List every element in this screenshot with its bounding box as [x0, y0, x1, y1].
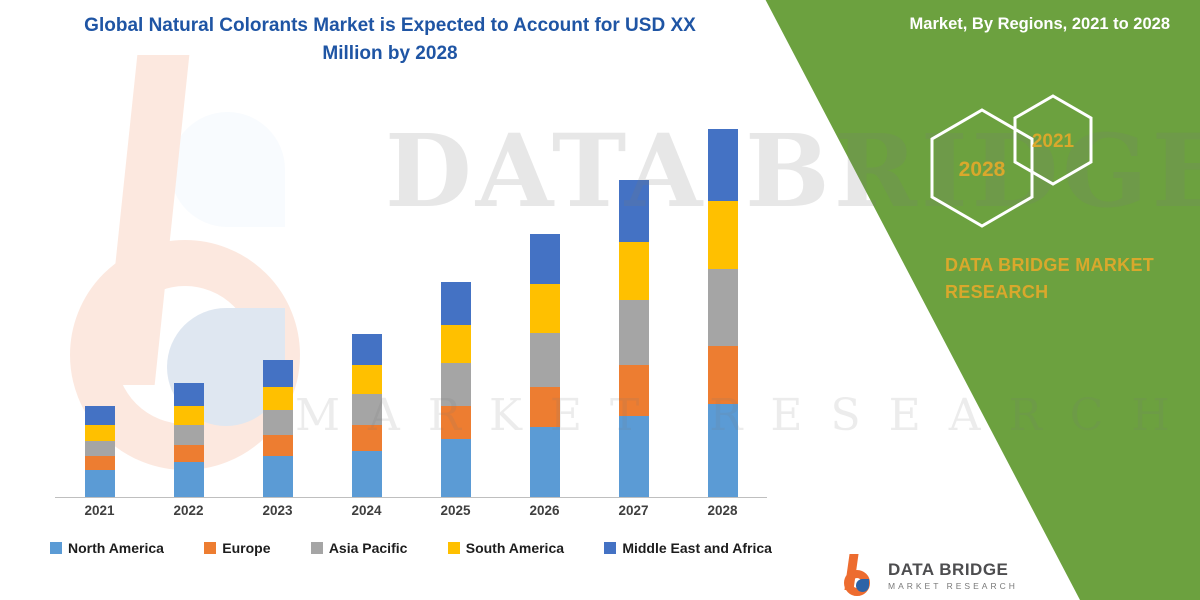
legend: North America Europe Asia Pacific South Ame… — [50, 540, 772, 556]
bar-column-2028 — [678, 110, 767, 497]
bar-segment-asia-pacific-2026 — [529, 332, 560, 387]
chart-title: Global Natural Colorants Market is Expec… — [84, 15, 696, 64]
bar-segment-asia-pacific-2023 — [262, 409, 293, 436]
data-bridge-logo-icon — [838, 554, 878, 598]
x-axis-label-2028: 2028 — [707, 503, 738, 518]
bar-segment-middle-east-and-africa-2022 — [173, 382, 204, 407]
bar-stack-2025 — [440, 282, 471, 497]
legend-swatch-europe — [204, 542, 217, 554]
bar-column-2023 — [233, 110, 322, 497]
bar-segment-south-america-2028 — [707, 200, 738, 269]
hexagon-2021-outline — [1013, 94, 1093, 186]
legend-label-north-america: North America — [68, 540, 164, 556]
bar-segment-north-america-2026 — [529, 427, 560, 497]
bar-segment-middle-east-and-africa-2028 — [707, 129, 738, 201]
bar-column-2022 — [144, 110, 233, 497]
bar-stack-2024 — [351, 334, 382, 497]
side-panel-brand: DATA BRIDGE MARKET RESEARCH — [945, 255, 1155, 302]
plot-area — [55, 110, 767, 498]
footer-logo-text: DATA BRIDGE MARKET RESEARCH — [888, 560, 1018, 591]
legend-label-middle-east-and-africa: Middle East and Africa — [622, 540, 772, 556]
legend-item-asia-pacific: Asia Pacific — [310, 540, 408, 556]
bar-column-2027 — [589, 110, 678, 497]
x-axis-label-2025: 2025 — [440, 503, 471, 518]
logo-lightblue-shape — [170, 112, 285, 227]
bar-segment-north-america-2021 — [84, 469, 115, 497]
bar-stack-2028 — [707, 129, 738, 497]
bar-stack-2022 — [173, 382, 204, 497]
hexagon-2021-label: 2021 — [1032, 131, 1075, 152]
bar-segment-middle-east-and-africa-2023 — [262, 359, 293, 387]
legend-label-south-america: South America — [465, 540, 565, 556]
bar-segment-north-america-2025 — [440, 438, 471, 497]
bar-segment-north-america-2022 — [173, 462, 204, 497]
bar-segment-asia-pacific-2025 — [440, 363, 471, 407]
x-axis-label-2021: 2021 — [84, 503, 115, 518]
bar-segment-asia-pacific-2027 — [618, 299, 649, 366]
bar-column-2026 — [500, 110, 589, 497]
bar-stack-2026 — [529, 233, 560, 497]
legend-item-south-america: South America — [447, 540, 565, 556]
legend-label-asia-pacific: Asia Pacific — [328, 540, 408, 556]
bar-segment-asia-pacific-2022 — [173, 425, 204, 445]
bar-segment-south-america-2025 — [440, 324, 471, 364]
bar-segment-europe-2027 — [618, 365, 649, 416]
bar-segment-south-america-2026 — [529, 284, 560, 333]
legend-item-north-america: North America — [50, 540, 164, 556]
bar-segment-north-america-2028 — [707, 404, 738, 497]
legend-swatch-north-america — [50, 542, 62, 554]
x-axis-label-2023: 2023 — [262, 503, 293, 518]
bar-segment-middle-east-and-africa-2024 — [351, 334, 382, 366]
bar-stack-2027 — [618, 179, 649, 497]
bar-segment-europe-2028 — [707, 346, 738, 405]
bar-column-2024 — [322, 110, 411, 497]
bar-segment-middle-east-and-africa-2027 — [618, 179, 649, 242]
bar-segment-north-america-2024 — [351, 450, 382, 497]
side-panel-heading: Market, By Regions, 2021 to 2028 — [909, 15, 1170, 33]
bar-segment-north-america-2023 — [262, 456, 293, 497]
bar-segment-asia-pacific-2028 — [707, 268, 738, 347]
bar-segment-south-america-2021 — [84, 425, 115, 441]
bar-segment-asia-pacific-2021 — [84, 440, 115, 457]
legend-swatch-asia-pacific — [310, 542, 323, 554]
x-axis-label-2022: 2022 — [173, 503, 204, 518]
bar-segment-europe-2023 — [262, 435, 293, 457]
bar-segment-south-america-2027 — [618, 241, 649, 300]
bar-segment-south-america-2023 — [262, 386, 293, 410]
chart-area: 2021 2022 2023 2024 2025 2026 2027 2028 — [45, 95, 780, 565]
bar-segment-europe-2026 — [529, 386, 560, 428]
hexagon-2028-label: 2028 — [959, 158, 1006, 181]
bar-segment-europe-2022 — [173, 444, 204, 463]
legend-item-europe: Europe — [204, 540, 271, 556]
footer-brand-subtitle: MARKET RESEARCH — [888, 580, 1018, 591]
footer-brand-name: DATA BRIDGE — [888, 560, 1009, 580]
bar-stack-2023 — [262, 359, 293, 497]
legend-label-europe: Europe — [222, 540, 271, 556]
bar-segment-europe-2021 — [84, 456, 115, 470]
legend-swatch-south-america — [447, 542, 460, 554]
bar-column-2025 — [411, 110, 500, 497]
legend-item-middle-east-and-africa: Middle East and Africa — [604, 540, 772, 556]
legend-swatch-middle-east-and-africa — [604, 542, 617, 554]
hexagon-2028-outline — [930, 108, 1034, 228]
hexagon-badges: 2028 2021 — [930, 94, 1093, 228]
footer-logo: DATA BRIDGE MARKET RESEARCH — [838, 554, 1018, 598]
bar-segment-europe-2025 — [440, 406, 471, 439]
bar-segment-south-america-2022 — [173, 406, 204, 426]
bar-segment-north-america-2027 — [618, 415, 649, 497]
bar-column-2021 — [55, 110, 144, 497]
bar-segment-asia-pacific-2024 — [351, 394, 382, 426]
logo-blue-shape — [856, 579, 869, 592]
bar-segment-middle-east-and-africa-2025 — [440, 282, 471, 325]
x-axis-label-2024: 2024 — [351, 503, 382, 518]
bar-stack-2021 — [84, 406, 115, 497]
bar-segment-europe-2024 — [351, 425, 382, 451]
x-axis-label-2027: 2027 — [618, 503, 649, 518]
x-axis-label-2026: 2026 — [529, 503, 560, 518]
x-axis-labels: 2021 2022 2023 2024 2025 2026 2027 2028 — [55, 503, 767, 518]
bar-segment-middle-east-and-africa-2026 — [529, 233, 560, 285]
bar-segment-middle-east-and-africa-2021 — [84, 406, 115, 426]
bar-segment-south-america-2024 — [351, 365, 382, 395]
